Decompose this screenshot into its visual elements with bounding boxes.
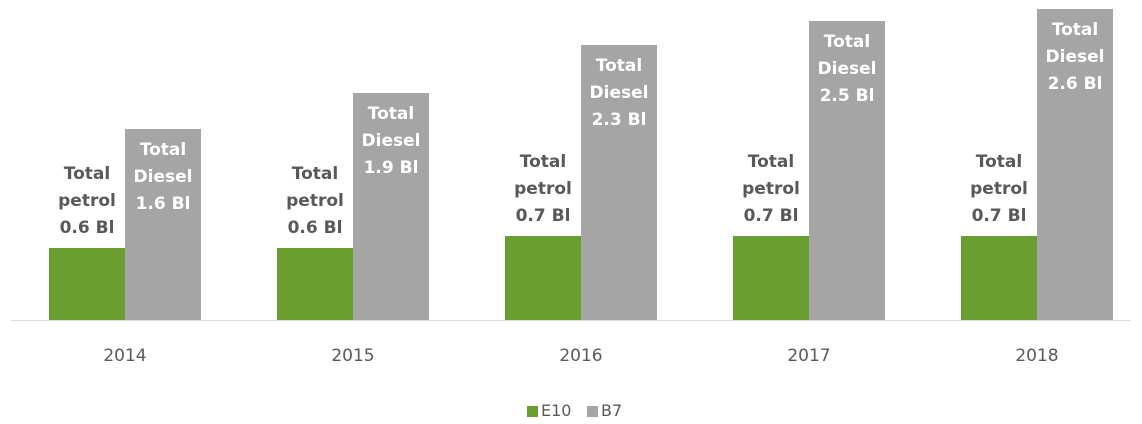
- x-tick-label: 2016: [559, 346, 603, 366]
- x-tick-label: 2018: [1015, 346, 1059, 366]
- bar: [505, 236, 581, 320]
- bar: [353, 92, 429, 320]
- x-tick-label: 2017: [787, 346, 831, 366]
- legend-label: E10: [541, 401, 572, 420]
- bar: [961, 236, 1037, 320]
- bar: [581, 44, 657, 320]
- legend-swatch: [527, 406, 538, 417]
- bar: [49, 248, 125, 320]
- data-label: Total petrol 0.7 Bl: [970, 152, 1028, 227]
- data-label: Total petrol 0.6 Bl: [58, 164, 116, 239]
- data-label: Total Diesel 1.6 Bl: [133, 139, 193, 214]
- x-axis-line: [11, 320, 1130, 321]
- bar: [277, 248, 353, 320]
- data-label: Total Diesel 2.3 Bl: [589, 55, 649, 130]
- bar: [125, 128, 201, 320]
- legend-label: B7: [601, 401, 623, 420]
- data-label: Total petrol 0.7 Bl: [742, 152, 800, 227]
- x-tick-label: 2015: [331, 346, 375, 366]
- bar: [1037, 9, 1113, 320]
- x-tick-label: 2014: [103, 346, 147, 366]
- data-label: Total Diesel 1.9 Bl: [361, 103, 421, 178]
- legend-swatch: [587, 406, 598, 417]
- data-label: Total petrol 0.6 Bl: [286, 164, 344, 239]
- bar: [733, 236, 809, 320]
- data-label: Total petrol 0.7 Bl: [514, 152, 572, 227]
- data-label: Total Diesel 2.5 Bl: [817, 31, 877, 106]
- bar: [809, 20, 885, 320]
- data-label: Total Diesel 2.6 Bl: [1045, 20, 1105, 94]
